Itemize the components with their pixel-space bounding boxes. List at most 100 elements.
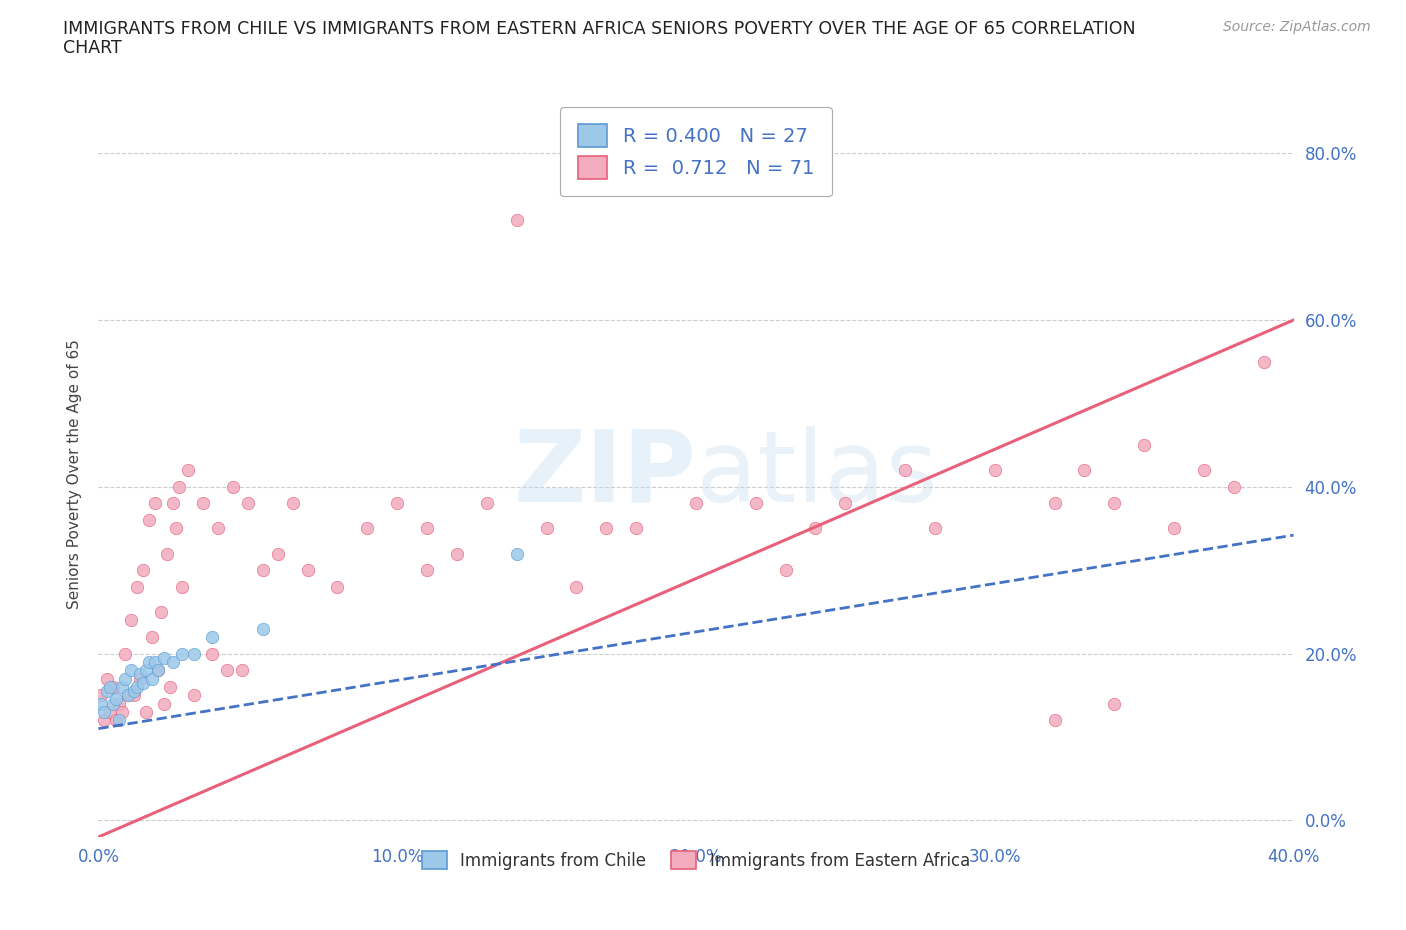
Point [1073,463,1095,478]
Text: Source: ZipAtlas.com: Source: ZipAtlas.com [1223,20,1371,34]
Point [685,496,707,511]
Point [222,479,245,494]
Point [93,705,115,720]
Point [626,521,648,536]
Point [138,512,160,527]
Point [745,496,768,511]
Point [162,496,184,511]
Point [153,650,176,665]
Text: CHART: CHART [63,39,122,57]
Point [177,463,200,478]
Point [165,521,187,536]
Point [172,579,194,594]
Point [120,613,142,628]
Point [103,680,125,695]
Point [124,688,146,703]
Point [1253,354,1275,369]
Point [236,496,259,511]
Point [167,479,190,494]
Point [385,496,409,511]
Point [834,496,856,511]
Point [267,546,290,561]
Point [356,521,378,536]
Point [506,213,529,228]
Point [90,688,112,703]
Point [297,563,319,578]
Text: IMMIGRANTS FROM CHILE VS IMMIGRANTS FROM EASTERN AFRICA SENIORS POVERTY OVER THE: IMMIGRANTS FROM CHILE VS IMMIGRANTS FROM… [63,20,1136,38]
Point [1192,463,1215,478]
Point [595,521,617,536]
Point [1104,496,1126,511]
Point [215,663,238,678]
Point [416,563,439,578]
Point [117,688,139,703]
Point [446,546,468,561]
Point [326,579,349,594]
Point [141,671,163,686]
Point [105,712,128,727]
Point [124,684,146,698]
Point [565,579,588,594]
Text: atlas: atlas [696,426,938,523]
Point [129,667,152,682]
Point [114,646,136,661]
Point [127,579,149,594]
Point [924,521,946,536]
Point [132,675,155,690]
Point [93,712,115,727]
Point [108,697,131,711]
Point [162,655,184,670]
Point [135,663,157,678]
Point [984,463,1007,478]
Text: ZIP: ZIP [513,426,696,523]
Point [281,496,304,511]
Point [114,671,136,686]
Point [111,680,134,695]
Point [98,705,122,720]
Point [804,521,827,536]
Point [1104,697,1126,711]
Point [153,697,176,711]
Point [120,663,142,678]
Point [1163,521,1185,536]
Point [201,630,224,644]
Point [156,546,179,561]
Point [96,671,118,686]
Point [127,680,149,695]
Point [159,680,181,695]
Legend: Immigrants from Chile, Immigrants from Eastern Africa: Immigrants from Chile, Immigrants from E… [409,838,983,884]
Point [108,712,131,727]
Point [183,646,205,661]
Point [143,655,166,670]
Point [103,697,125,711]
Point [96,684,118,698]
Point [894,463,917,478]
Point [1133,438,1156,453]
Point [129,671,152,686]
Point [1043,712,1066,727]
Point [141,630,163,644]
Point [148,663,170,678]
Point [172,646,194,661]
Point [135,705,157,720]
Point [416,521,439,536]
Point [132,563,155,578]
Point [506,546,529,561]
Point [183,688,205,703]
Point [98,680,122,695]
Point [150,604,173,619]
Point [231,663,253,678]
Point [207,521,229,536]
Point [117,688,139,703]
Point [475,496,498,511]
Point [191,496,214,511]
Point [252,563,274,578]
Point [138,655,160,670]
Point [536,521,558,536]
Point [775,563,797,578]
Point [90,697,112,711]
Point [1223,479,1246,494]
Point [252,621,274,636]
Point [1043,496,1066,511]
Point [111,705,134,720]
